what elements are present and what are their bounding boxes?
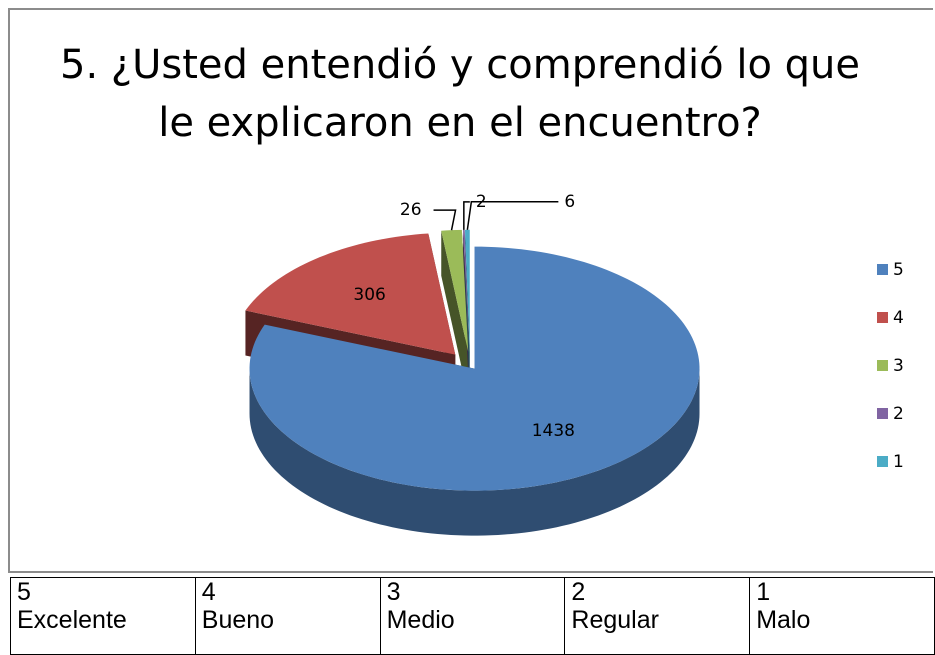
table-row: 5 Excelente 4 Bueno 3 Medio 2 Regular 1 Malo xyxy=(10,577,935,655)
slice-side xyxy=(249,368,700,536)
legend-label: 1 xyxy=(893,452,904,472)
slice xyxy=(464,229,470,352)
legend-swatch xyxy=(877,456,888,467)
legend-swatch xyxy=(877,408,888,419)
cell-label: Bueno xyxy=(201,606,275,634)
cell-label: Malo xyxy=(756,606,811,634)
chart-title: 5. ¿Usted entendió y comprendió lo que l… xyxy=(60,42,860,146)
scale-table: 5 Excelente 4 Bueno 3 Medio 2 Regular 1 Malo xyxy=(10,577,935,655)
legend-label: 2 xyxy=(893,404,904,424)
leader-line xyxy=(466,201,559,230)
data-label: 26 xyxy=(400,200,422,220)
data-label: 306 xyxy=(353,285,385,305)
leader-line xyxy=(463,201,470,230)
table-cell: 2 Regular xyxy=(564,577,751,655)
slice xyxy=(245,233,456,355)
leader-line xyxy=(433,209,457,231)
legend-label: 5 xyxy=(893,260,904,280)
data-label: 6 xyxy=(564,192,575,212)
table-cell: 3 Medio xyxy=(379,577,566,655)
chart-frame xyxy=(8,8,933,573)
cell-label: Regular xyxy=(571,606,659,634)
table-cell: 1 Malo xyxy=(749,577,935,655)
data-label: 1438 xyxy=(532,421,575,441)
cell-label: Medio xyxy=(386,606,455,634)
legend-label: 4 xyxy=(893,308,904,328)
legend-label: 3 xyxy=(893,356,904,376)
slice-wall xyxy=(441,230,469,397)
slice xyxy=(441,229,469,352)
cell-label: Excelente xyxy=(17,606,127,634)
slice xyxy=(249,246,700,491)
table-cell: 4 Bueno xyxy=(194,577,381,655)
slice xyxy=(463,229,470,352)
cell-value: 5 xyxy=(17,578,31,606)
cell-value: 3 xyxy=(386,578,401,606)
legend-swatch xyxy=(877,312,888,323)
cell-value: 2 xyxy=(571,578,586,606)
cell-value: 4 xyxy=(201,578,216,606)
table-cell: 5 Excelente xyxy=(10,577,196,655)
cell-value: 1 xyxy=(756,578,771,606)
legend-swatch xyxy=(877,360,888,371)
legend-swatch xyxy=(877,264,888,275)
